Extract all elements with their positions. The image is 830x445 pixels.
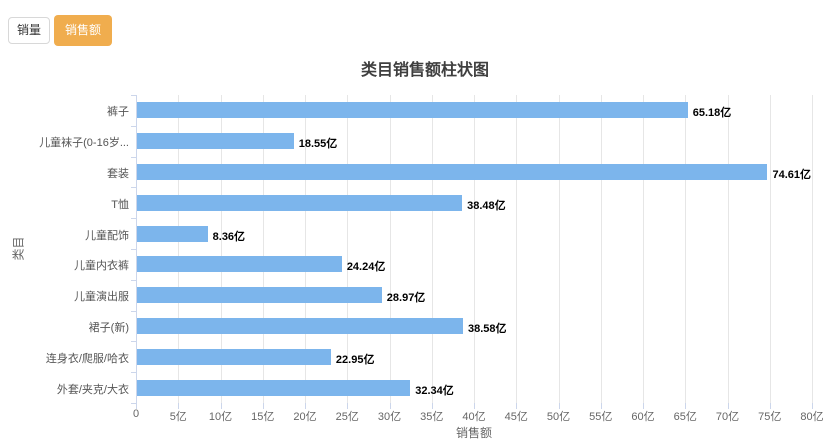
bar[interactable]	[137, 256, 342, 273]
y-tick-mark	[131, 372, 136, 374]
bar[interactable]	[137, 133, 294, 150]
bar-value-label: 32.34亿	[415, 384, 454, 397]
bar-value-label: 24.24亿	[346, 261, 386, 274]
x-tick-mark	[812, 403, 813, 409]
bar[interactable]	[137, 318, 463, 334]
volume-button[interactable]: 销量	[8, 17, 51, 44]
x-tick-label: 55亿	[589, 411, 613, 423]
gridline	[220, 95, 222, 403]
x-tick-mark	[600, 403, 602, 409]
y-tick-mark	[131, 187, 136, 189]
y-tick-mark	[131, 249, 136, 250]
y-category-label: 儿童袜子(0-16岁...	[39, 137, 129, 150]
x-tick-mark	[389, 403, 391, 409]
gridline	[727, 95, 729, 403]
x-tick-mark	[685, 403, 687, 409]
bar[interactable]	[137, 348, 331, 365]
x-tick-label: 40亿	[462, 411, 486, 423]
x-tick-label: 20亿	[293, 411, 317, 423]
x-tick-mark	[769, 403, 771, 409]
y-tick-mark	[131, 279, 136, 281]
y-tick-mark	[131, 156, 136, 158]
y-category-label: 外套/夹克/大衣	[56, 383, 129, 396]
x-tick-label: 25亿	[335, 411, 359, 423]
gridline	[516, 95, 518, 403]
x-tick-mark	[516, 403, 518, 409]
y-tick-mark	[131, 403, 136, 404]
gridline	[600, 95, 602, 403]
x-tick-label: 0	[132, 408, 140, 420]
x-tick-mark	[558, 403, 560, 409]
y-axis-line	[136, 95, 137, 403]
x-tick-mark	[220, 403, 222, 409]
gridline	[347, 95, 349, 403]
bar-value-label: 22.95亿	[335, 353, 375, 366]
x-tick-label: 75亿	[758, 411, 782, 423]
x-tick-label: 60亿	[631, 411, 655, 423]
bar[interactable]	[137, 287, 382, 304]
gridline	[643, 95, 644, 403]
bar-value-label: 74.61亿	[772, 169, 811, 181]
y-category-label: 裤子	[107, 106, 129, 119]
y-category-label: 连身衣/爬服/哈衣	[45, 352, 129, 365]
x-tick-label: 65亿	[673, 411, 697, 423]
x-tick-label: 80亿	[800, 411, 824, 423]
revenue-button[interactable]: 销售额	[54, 15, 113, 46]
y-category-label: 儿童内衣裤	[74, 260, 129, 273]
x-tick-mark	[178, 403, 180, 409]
x-tick-mark	[727, 403, 729, 409]
y-tick-mark	[131, 95, 136, 96]
gridline	[558, 95, 560, 403]
y-axis-name: 类目	[11, 236, 26, 261]
y-tick-mark	[131, 341, 136, 343]
x-axis-name: 销售额	[455, 426, 492, 440]
y-tick-mark	[131, 125, 136, 127]
y-category-label: T恤	[111, 198, 129, 211]
gridline	[389, 95, 391, 403]
y-category-label: 套装	[107, 168, 129, 180]
y-category-label: 裙子(新)	[88, 322, 129, 334]
gridline	[769, 95, 771, 403]
bar[interactable]	[137, 225, 208, 242]
gridline	[178, 95, 180, 403]
bar-value-label: 65.18亿	[692, 107, 732, 120]
x-tick-label: 30亿	[377, 411, 402, 423]
bar[interactable]	[137, 379, 411, 396]
gridline	[262, 95, 264, 403]
bar[interactable]	[137, 164, 768, 180]
bar[interactable]	[137, 102, 688, 119]
x-tick-label: 50亿	[546, 411, 571, 423]
x-tick-label: 45亿	[504, 411, 528, 423]
y-category-label: 儿童演出服	[74, 291, 129, 304]
x-tick-mark	[643, 403, 644, 409]
y-tick-mark	[131, 218, 136, 220]
x-tick-mark	[305, 403, 306, 409]
bar-value-label: 28.97亿	[386, 292, 426, 305]
x-tick-mark	[474, 403, 475, 409]
x-tick-label: 15亿	[251, 411, 275, 423]
bar-value-label: 18.55亿	[298, 138, 338, 151]
gridline	[305, 95, 306, 403]
gridline	[685, 95, 687, 403]
gridline	[812, 95, 813, 403]
bar-value-label: 38.58亿	[468, 323, 507, 335]
x-tick-label: 35亿	[420, 411, 444, 423]
gridline	[474, 95, 475, 403]
y-category-label: 儿童配饰	[85, 229, 129, 242]
x-tick-mark	[136, 403, 137, 409]
x-tick-label: 5亿	[169, 411, 187, 423]
x-tick-label: 10亿	[208, 411, 233, 423]
bar-value-label: 38.48亿	[467, 199, 506, 212]
chart-title: 类目销售额柱状图	[360, 62, 489, 79]
y-tick-mark	[131, 310, 136, 312]
x-tick-mark	[431, 403, 433, 409]
x-tick-mark	[262, 403, 264, 409]
x-tick-mark	[347, 403, 349, 409]
bar[interactable]	[137, 194, 463, 211]
gridline	[431, 95, 433, 403]
bar-value-label: 8.36亿	[212, 230, 246, 243]
x-tick-label: 70亿	[715, 411, 740, 423]
